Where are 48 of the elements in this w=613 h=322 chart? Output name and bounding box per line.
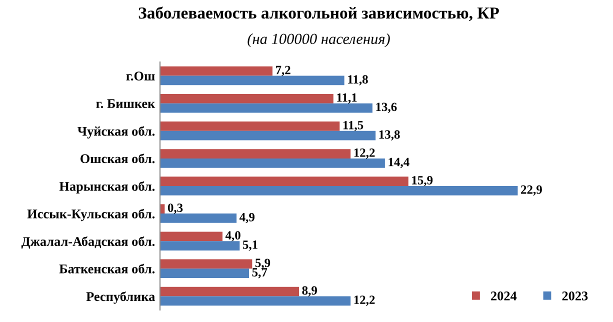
data-label: 11,1 [337, 93, 357, 104]
bar [160, 103, 372, 113]
data-label: 13,8 [379, 130, 400, 141]
y-tick-label: Республика [86, 292, 155, 304]
data-label: 22,9 [521, 185, 542, 196]
data-label: 11,5 [343, 120, 364, 132]
data-label: 12,2 [354, 148, 375, 159]
chart-subtitle: (на 100000 населения) [248, 33, 390, 48]
bar [160, 122, 340, 131]
bar [160, 66, 272, 76]
y-tick-label: г. Бишкек [96, 99, 156, 108]
y-tick-label: Нарынская обл. [59, 181, 155, 194]
bar [160, 176, 408, 186]
bar [160, 94, 334, 104]
data-label: 5,1 [242, 240, 258, 251]
data-label: 14,4 [388, 158, 410, 168]
y-tick-label: Ошская обл. [80, 154, 155, 164]
y-tick-label: Иссык-Кульская обл. [27, 208, 155, 222]
bar [160, 76, 344, 86]
bar [160, 186, 518, 196]
chart-title: Заболеваемость алкогольной зависимостью, КР [138, 6, 499, 22]
y-tick-label: г.Ош [126, 72, 155, 81]
bar [160, 259, 252, 269]
data-label: 11,8 [348, 75, 368, 86]
bar [160, 130, 376, 140]
y-tick-label: Чуйская обл. [78, 126, 155, 138]
data-label: 13,6 [376, 102, 397, 113]
data-label: 5,7 [252, 268, 268, 278]
data-label: 12,2 [354, 296, 375, 306]
legend-label: 2024 [491, 292, 517, 300]
data-label: 7,2 [276, 66, 290, 76]
bar [160, 286, 300, 296]
data-label: 15,9 [412, 176, 433, 186]
bar [160, 296, 351, 306]
legend-label: 2023 [562, 292, 588, 300]
bar [160, 158, 385, 168]
bar [160, 149, 351, 158]
bar [160, 241, 240, 250]
data-label: 0,3 [168, 204, 183, 214]
data-label: 5,9 [255, 258, 270, 269]
y-tick-label: Баткенская обл. [59, 264, 155, 274]
data-label: 4,9 [239, 212, 254, 224]
bar [160, 214, 237, 223]
y-tick-label: Джалал-Абадская обл. [21, 236, 155, 249]
data-label: 8,9 [302, 286, 317, 296]
data-label: 4,0 [225, 231, 240, 242]
bar [160, 232, 222, 242]
bar [160, 268, 250, 278]
